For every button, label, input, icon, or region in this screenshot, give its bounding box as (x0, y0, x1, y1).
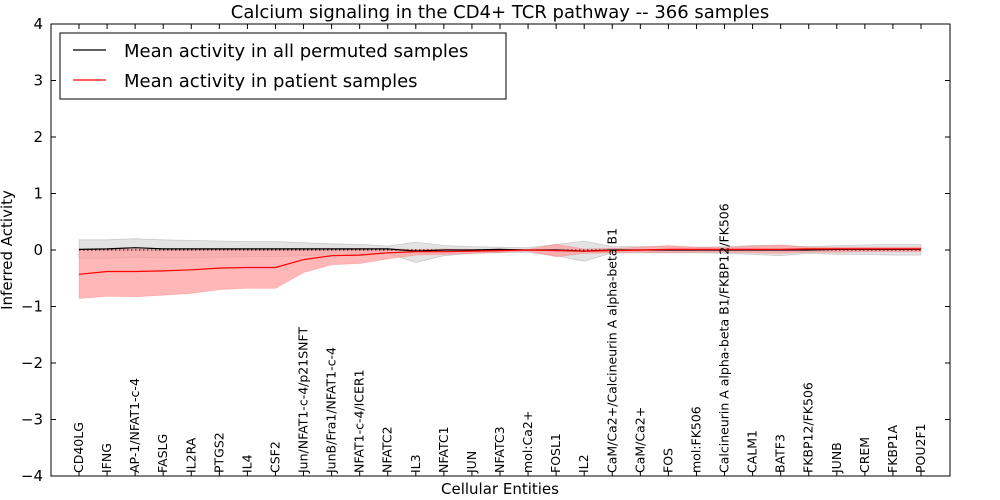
x-tick-label: JUN (464, 451, 479, 474)
x-tick-label: IL4 (239, 454, 254, 473)
x-tick-label: AP-1/NFAT1-c-4 (127, 378, 142, 473)
x-tick-label: CD40LG (71, 422, 86, 473)
y-tick-label: 0 (33, 241, 43, 259)
x-tick-label: Jun/NFAT1-c-4/p21SNFT (296, 327, 311, 474)
x-tick-label: FOSL1 (548, 433, 563, 473)
y-tick-label: −3 (21, 411, 43, 429)
y-tick-label: 3 (33, 72, 43, 90)
x-tick-label: CSF2 (268, 441, 283, 473)
x-tick-label: BATF3 (773, 434, 788, 473)
x-tick-label: CREM (857, 437, 872, 473)
band-series-1 (78, 243, 922, 300)
x-tick-label: FKBP1A (885, 425, 900, 473)
chart-title: Calcium signaling in the CD4+ TCR pathwa… (231, 2, 769, 23)
x-tick-label: IL2 (576, 454, 591, 473)
x-tick-label: mol:Ca2+ (520, 411, 535, 473)
x-tick-label: NFAT1-c-4/ICER1 (352, 369, 367, 473)
x-tick-label: POU2F1 (913, 423, 928, 473)
y-tick-label: 1 (33, 185, 43, 203)
x-axis-label: Cellular Entities (441, 480, 559, 498)
x-tick-label: CaM/Ca2+ (632, 407, 647, 473)
x-tick-label: PTGS2 (211, 432, 226, 473)
y-axis: −4 −3 −2 −1 0 1 2 3 4 (21, 15, 950, 485)
x-tick-label: NFATC1 (436, 426, 451, 473)
y-tick-label: −1 (21, 298, 43, 316)
y-axis-label: Inferred Activity (0, 190, 16, 310)
x-tick-label: Calcineurin A alpha-beta B1/FKBP12/FK506 (717, 203, 732, 473)
x-tick-label: FOS (660, 448, 675, 473)
series-lines (78, 247, 922, 275)
legend: Mean activity in all permuted samples Me… (59, 32, 507, 100)
x-tick-label: mol:FK506 (689, 406, 704, 473)
legend-label-patient: Mean activity in patient samples (124, 71, 418, 92)
x-axis: CD40LG IFNG AP-1/NFAT1-c-4 FASLG IL2RA PTGS2 I… (71, 24, 928, 476)
y-tick-label: −4 (21, 467, 43, 485)
x-tick-label: FASLG (155, 434, 170, 473)
x-tick-label: IFNG (99, 443, 114, 473)
x-tick-label: IL2RA (183, 437, 198, 473)
x-tick-label: NFATC2 (380, 426, 395, 473)
x-tick-label: FKBP12/FK506 (801, 382, 816, 473)
x-tick-label: CALM1 (745, 430, 760, 473)
x-tick-label: IL3 (408, 454, 423, 473)
y-tick-label: −2 (21, 354, 43, 372)
x-tick-label: JunB/Fra1/NFAT1-c-4 (324, 347, 339, 474)
x-tick-label: CaM/Ca2+/Calcineurin A alpha-beta B1 (604, 228, 619, 473)
x-tick-label: NFATC3 (492, 426, 507, 473)
legend-box (59, 32, 507, 100)
y-tick-label: 4 (33, 15, 43, 33)
y-tick-label: 2 (33, 128, 43, 146)
x-tick-label: JUNB (829, 442, 844, 474)
legend-label-permuted: Mean activity in all permuted samples (124, 41, 468, 62)
